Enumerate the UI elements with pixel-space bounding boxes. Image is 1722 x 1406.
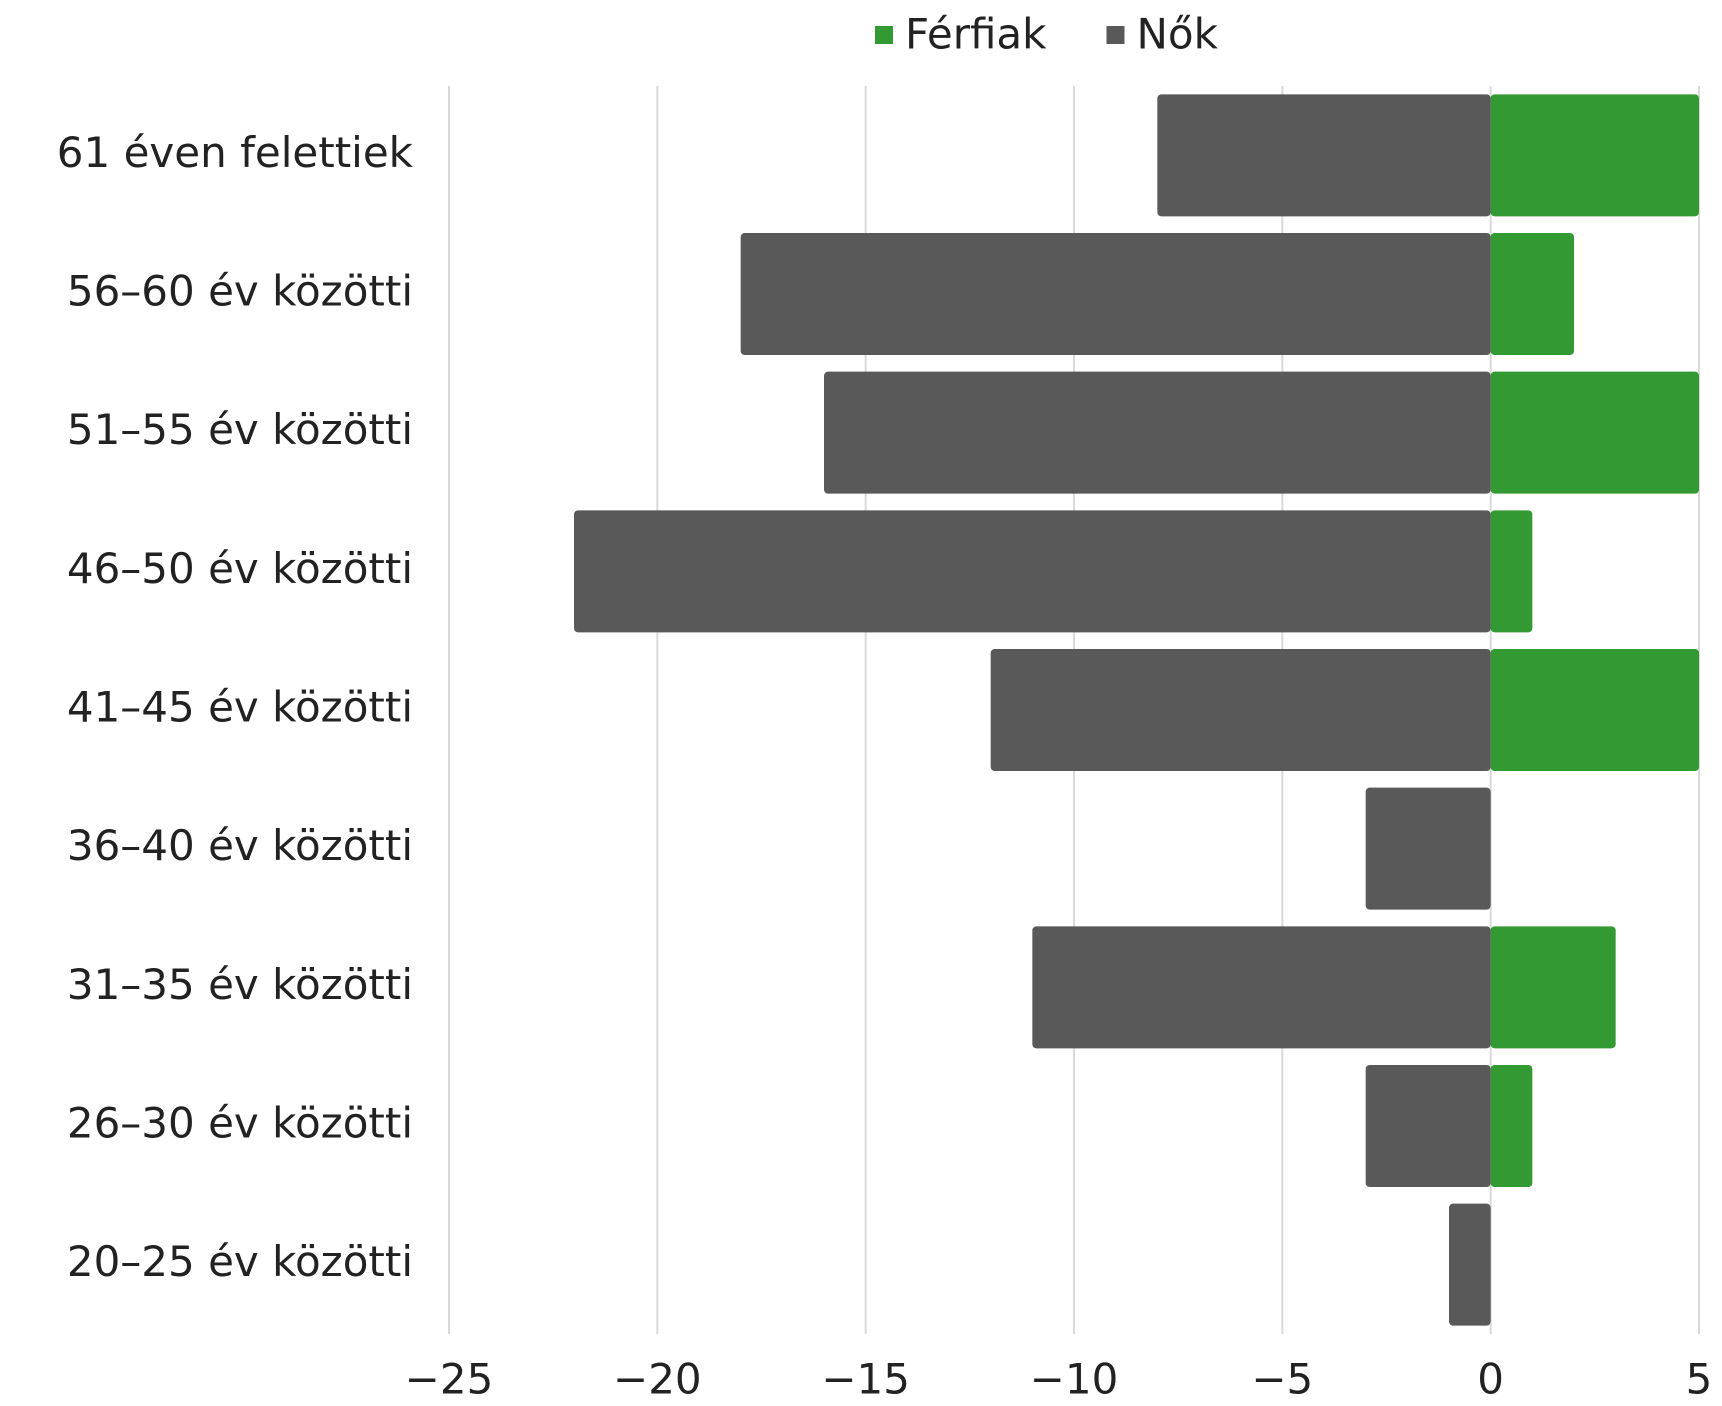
x-tick-label: −25 xyxy=(405,1355,494,1404)
x-tick-label: 0 xyxy=(1477,1355,1504,1404)
bar xyxy=(574,510,1491,633)
x-tick-label: −15 xyxy=(821,1355,910,1404)
y-tick-label: 26–30 év közötti xyxy=(67,1099,413,1148)
bar xyxy=(1490,648,1699,772)
y-tick-label: 46–50 év közötti xyxy=(67,544,413,593)
y-tick-label: 31–35 év közötti xyxy=(67,960,413,1009)
legend-label: Nők xyxy=(1136,10,1218,59)
legend-swatch xyxy=(875,26,893,44)
legend-label: Férfiak xyxy=(905,10,1047,59)
x-tick-label: −20 xyxy=(613,1355,702,1404)
bar xyxy=(1032,926,1491,1049)
bar xyxy=(1449,1203,1491,1326)
bar xyxy=(1490,94,1699,217)
x-tick-label: −10 xyxy=(1030,1355,1119,1404)
x-tick-label: −5 xyxy=(1251,1355,1313,1404)
y-tick-label: 56–60 év közötti xyxy=(67,267,413,316)
bar xyxy=(1490,1064,1533,1188)
bar xyxy=(740,232,1491,356)
bar xyxy=(1365,1064,1491,1188)
y-tick-label: 41–45 év közötti xyxy=(67,683,413,732)
bar xyxy=(824,371,1491,494)
bar xyxy=(990,648,1491,772)
bar xyxy=(1490,371,1699,494)
bar xyxy=(1490,510,1533,633)
legend-swatch xyxy=(1106,26,1125,44)
bar xyxy=(1490,926,1616,1049)
x-tick-label: 5 xyxy=(1686,1355,1713,1404)
bar xyxy=(1490,232,1574,356)
bar xyxy=(1365,787,1491,910)
bar xyxy=(1157,94,1491,217)
y-tick-label: 51–55 év közötti xyxy=(67,405,413,454)
y-tick-label: 20–25 év közötti xyxy=(67,1237,413,1286)
y-tick-label: 61 éven felettiek xyxy=(57,128,414,177)
y-tick-label: 36–40 év közötti xyxy=(67,821,413,870)
